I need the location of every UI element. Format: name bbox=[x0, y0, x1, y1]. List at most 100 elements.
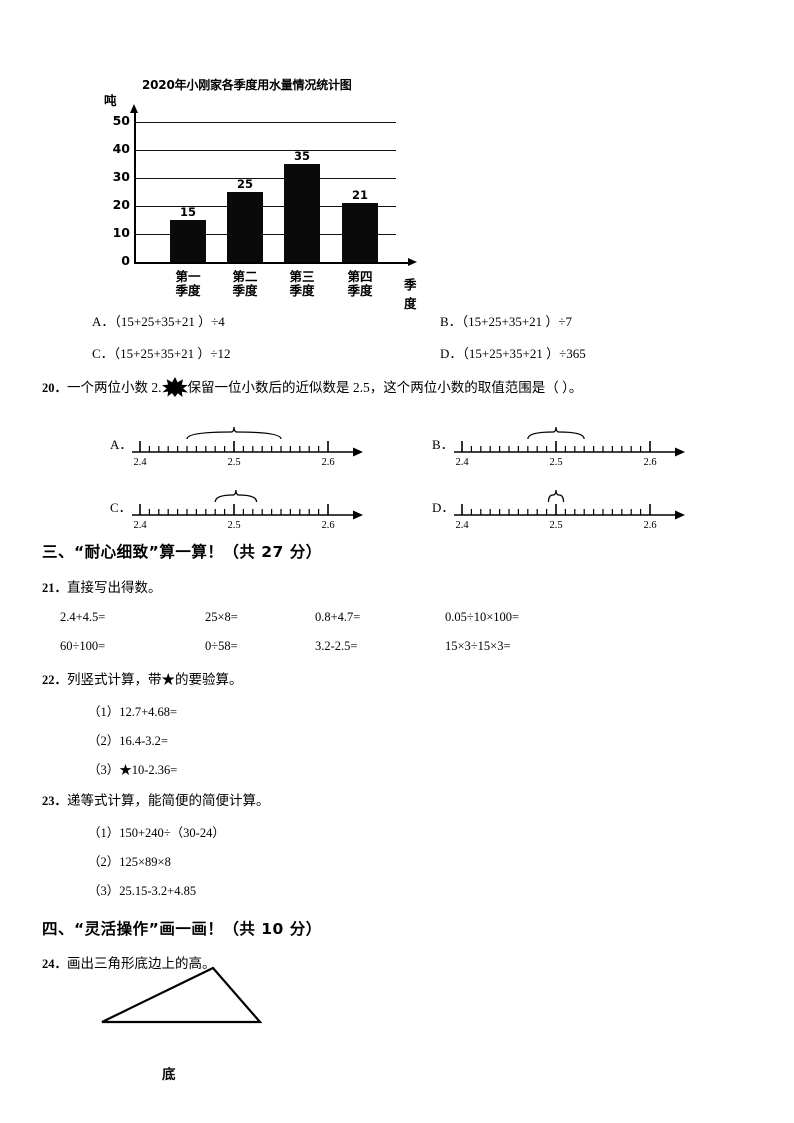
q21-item-4: 0.05÷10×100= bbox=[445, 610, 520, 624]
chart-category-label-3: 第三 季度 bbox=[274, 270, 330, 297]
chart-gridline-10 bbox=[134, 234, 396, 235]
q21-item-3: 0.8+4.7= bbox=[315, 610, 361, 624]
chart-category-label-4: 第四 季度 bbox=[332, 270, 388, 297]
chart-plot-area: 0 10 20 30 40 50 15 25 35 21 第一 季度 第二 季度 第三 季度 第四 季度 bbox=[113, 104, 417, 297]
chart-bar-value-4: 21 bbox=[351, 188, 368, 203]
q19-option-c-text: （15+25+35+21 ）÷12 bbox=[113, 346, 231, 361]
q23-prompt: 递等式计算，能简便的简便计算。 bbox=[67, 793, 270, 808]
q21-number: 21． bbox=[42, 581, 68, 595]
chart-bar-value-3: 35 bbox=[293, 149, 310, 163]
numberline-tick-label: 2.6 bbox=[321, 520, 334, 531]
q19-option-b-text: （15+25+35+21 ）÷7 bbox=[461, 314, 573, 329]
chart-category-label-1: 第一 季度 bbox=[160, 270, 216, 297]
chart-y-tick-0: 0 bbox=[121, 253, 130, 268]
q19-option-a-letter: A． bbox=[92, 314, 115, 329]
numberline-svg: 2.4 2.5 2.6 bbox=[454, 426, 685, 468]
numberline-tick-label: 2.5 bbox=[549, 457, 562, 468]
chart-gridline-50 bbox=[134, 122, 396, 123]
q20-option-b-letter: B． bbox=[432, 437, 454, 452]
numberline-brace bbox=[214, 489, 258, 503]
q21-item-6: 0÷58= bbox=[205, 639, 238, 653]
q19-option-b-letter: B． bbox=[440, 314, 462, 329]
q21-row-2: 60÷100= 0÷58= 3.2-2.5= 15×3÷15×3= bbox=[60, 637, 620, 655]
chart-category-1-line-1: 第一 bbox=[175, 269, 201, 284]
q20-option-d-letter: D． bbox=[432, 500, 455, 515]
q19-option-c-letter: C． bbox=[92, 346, 114, 361]
chart-y-axis-arrow bbox=[130, 104, 139, 113]
numberline-svg: 2.4 2.5 2.6 bbox=[132, 489, 363, 531]
triangle-base-label: 底 bbox=[162, 1067, 176, 1083]
q19-option-a[interactable]: A．（15+25+35+21 ）÷4 bbox=[92, 311, 225, 330]
chart-category-label-2: 第二 季度 bbox=[217, 270, 273, 297]
numberline-tick-label: 2.4 bbox=[455, 457, 469, 468]
q21-row-1: 2.4+4.5= 25×8= 0.8+4.7= 0.05÷10×100= bbox=[60, 608, 620, 626]
q24-prompt-row: 24．画出三角形底边上的高。 bbox=[42, 954, 216, 974]
chart-x-axis bbox=[134, 262, 410, 264]
numberline-tick-label: 2.6 bbox=[643, 457, 656, 468]
chart-bar-3 bbox=[284, 164, 320, 262]
q20-option-d[interactable]: D． 2.4 2.5 2.6 bbox=[432, 481, 732, 533]
q20-stem: 20．一个两位小数 2. 保留一位小数后的近似数是 2.5，这个两位小数的取值范… bbox=[42, 377, 582, 398]
chart-category-3-line-2: 季度 bbox=[289, 282, 315, 298]
q19-option-b[interactable]: B．（15+25+35+21 ）÷7 bbox=[440, 311, 572, 330]
chart-gridline-20 bbox=[134, 206, 396, 207]
q20-option-b[interactable]: B． 2.4 2.5 2.6 bbox=[432, 418, 732, 470]
numberline-svg: 2.4 2.5 2.6 bbox=[454, 489, 685, 531]
q23-prompt-row: 23．递等式计算，能简便的简便计算。 bbox=[42, 791, 270, 811]
q24-prompt: 画出三角形底边上的高。 bbox=[67, 956, 216, 971]
chart-category-4-line-1: 第四 bbox=[347, 269, 373, 284]
numberline-brace bbox=[547, 489, 565, 503]
q21-item-2: 25×8= bbox=[205, 610, 238, 624]
q19-option-d-text: （15+25+35+21 ）÷365 bbox=[462, 346, 586, 361]
q20-option-c-letter: C． bbox=[110, 500, 132, 515]
chart-bar-4 bbox=[342, 203, 378, 262]
numberline-tick-label: 2.4 bbox=[455, 520, 469, 531]
chart-y-tick-20: 20 bbox=[112, 197, 130, 212]
q21-item-5: 60÷100= bbox=[60, 639, 106, 653]
chart-y-tick-30: 30 bbox=[112, 169, 130, 184]
numberline-brace bbox=[527, 426, 585, 440]
q22-item-1: （1）12.7+4.68= bbox=[88, 705, 178, 719]
chart-y-tick-10: 10 bbox=[112, 225, 130, 240]
chart-category-3-line-1: 第三 bbox=[289, 269, 315, 284]
chart-category-1-line-2: 季度 bbox=[175, 282, 201, 298]
q22-prompt: 列竖式计算，带★的要验算。 bbox=[67, 672, 243, 687]
q23-item-1: （1）150+240÷（30-24） bbox=[88, 826, 225, 840]
numberline-tick-label: 2.5 bbox=[549, 520, 562, 531]
chart-y-axis-unit: 吨 bbox=[104, 93, 117, 108]
chart-category-2-line-2: 季度 bbox=[232, 282, 258, 298]
triangle-figure bbox=[60, 955, 360, 1065]
q20-option-c-numberline: 2.4 2.5 2.6 bbox=[132, 481, 364, 538]
numberline-tick-label: 2.6 bbox=[643, 520, 656, 531]
q20-option-d-numberline: 2.4 2.5 2.6 bbox=[454, 481, 686, 538]
chart-bar-value-2: 25 bbox=[236, 177, 253, 191]
numberline-svg: 2.4 2.5 2.6 bbox=[132, 426, 363, 468]
numberline-brace bbox=[186, 426, 282, 440]
numberline-tick-label: 2.4 bbox=[133, 457, 147, 468]
q20-text-after: 保留一位小数后的近似数是 2.5，这个两位小数的取值范围是（ ）。 bbox=[187, 380, 583, 395]
q20-option-c[interactable]: C． 2.4 2.5 2.6 bbox=[110, 481, 410, 533]
chart-gridline-30 bbox=[134, 178, 396, 179]
section-3-heading: 三、“耐心细致”算一算！（共 27 分） bbox=[42, 543, 322, 561]
q23-item-3: （3）25.15-3.2+4.85 bbox=[88, 884, 197, 898]
starburst-blot-icon bbox=[161, 377, 188, 397]
q22-prompt-row: 22．列竖式计算，带★的要验算。 bbox=[42, 670, 243, 690]
q21-item-8: 15×3÷15×3= bbox=[445, 639, 511, 653]
chart-y-tick-50: 50 bbox=[112, 113, 130, 128]
chart-bar-2 bbox=[227, 192, 263, 262]
q20-option-b-numberline: 2.4 2.5 2.6 bbox=[454, 418, 686, 475]
q21-prompt-row: 21．直接写出得数。 bbox=[42, 578, 162, 598]
chart-bar-1 bbox=[170, 220, 206, 262]
q22-number: 22． bbox=[42, 673, 68, 687]
q19-option-d[interactable]: D．（15+25+35+21 ）÷365 bbox=[440, 343, 586, 362]
triangle-shape bbox=[101, 966, 263, 1024]
q21-prompt: 直接写出得数。 bbox=[67, 580, 162, 595]
q19-option-c[interactable]: C．（15+25+35+21 ）÷12 bbox=[92, 343, 231, 362]
q22-item-3: （3）★10-2.36= bbox=[88, 763, 178, 777]
q24-number: 24． bbox=[42, 957, 68, 971]
q23-item-2: （2）125×89×8 bbox=[88, 855, 171, 869]
q20-option-a[interactable]: A． 2.4 2.5 2.6 bbox=[110, 418, 410, 470]
q20-text-before: 一个两位小数 2. bbox=[67, 380, 162, 395]
numberline-tick-label: 2.4 bbox=[133, 520, 147, 531]
chart-title: 2020年小刚家各季度用水量情况统计图 bbox=[142, 78, 352, 92]
